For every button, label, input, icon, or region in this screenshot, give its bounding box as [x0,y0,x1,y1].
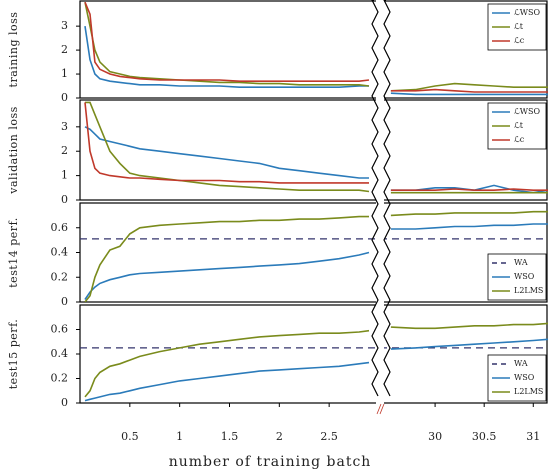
series-line [84,102,369,184]
plot-area [80,322,548,402]
series-line [84,361,370,402]
y-tick-label: 0.2 [51,372,69,385]
series-line [390,88,548,93]
axis-break-mark [376,403,385,415]
series-line [84,1,370,82]
series-line [390,338,548,350]
x-tick-label: 0.5 [121,430,139,443]
y-tick-label: 0 [61,295,68,308]
series-line [390,223,548,230]
series-line [390,322,548,330]
series-line [390,82,548,92]
series-line [84,126,369,179]
x-tick-label: 30.5 [472,430,497,443]
legend-label: ℒc [514,36,525,45]
y-tick-label: 0.6 [51,323,69,336]
y-tick-label: 2 [61,43,68,56]
plot-area [80,210,548,302]
x-tick-label: 2.5 [320,430,338,443]
series-line [390,210,548,217]
axis-break-gap [376,0,384,404]
legend-label: WSO [514,373,535,382]
legend-label: ℒWSO [514,107,540,116]
y-tick-label: 0.2 [51,270,69,283]
y-tick-label: 2 [61,144,68,157]
series-line [390,92,548,96]
legend-label: WSO [514,272,535,281]
series-line [84,25,369,88]
x-tick-label: 2 [276,430,283,443]
y-tick-label: 3 [61,120,68,133]
axis-break [371,0,379,397]
series-line [390,188,548,191]
y-tick-label: 0 [61,193,68,206]
legend-label: ℒt [514,22,524,31]
y-tick-label: 0 [61,91,68,104]
legend-label: ℒWSO [514,8,540,17]
legend-label: ℒt [514,121,524,130]
y-axis-label: test14 perf. [7,217,20,287]
y-tick-label: 3 [61,19,68,32]
y-tick-label: 0.6 [51,221,69,234]
legend-label: WA [514,258,528,267]
series-line [84,329,370,398]
y-tick-label: 0 [61,396,68,409]
series-line [85,101,370,193]
panel-frame [79,0,548,99]
x-tick-label: 1 [176,430,183,443]
y-axis-label: test15 perf. [7,319,20,389]
x-tick-label: 1.5 [221,430,239,443]
plot-area [84,101,548,194]
x-tick-label: 30 [428,430,442,443]
series-line [84,251,370,300]
y-tick-label: 1 [61,67,68,80]
y-axis-label: training loss [7,12,20,88]
legend-label: L2LMS [514,286,543,295]
legend-label: ℒc [514,135,525,144]
axis-break [383,0,391,397]
legend-label: L2LMS [514,387,543,396]
legend-label: WA [514,359,528,368]
panel-frame [79,99,548,201]
y-tick-label: 0.4 [51,347,69,360]
series-line [84,2,370,87]
x-tick-label: 31 [526,430,540,443]
y-tick-label: 0.4 [51,246,69,259]
plot-area [84,1,548,96]
y-axis-label: validation loss [7,106,20,194]
panel-frame [79,202,548,303]
y-tick-label: 1 [61,169,68,182]
x-axis-label: number of training batch [169,454,372,470]
series-line [84,215,369,302]
